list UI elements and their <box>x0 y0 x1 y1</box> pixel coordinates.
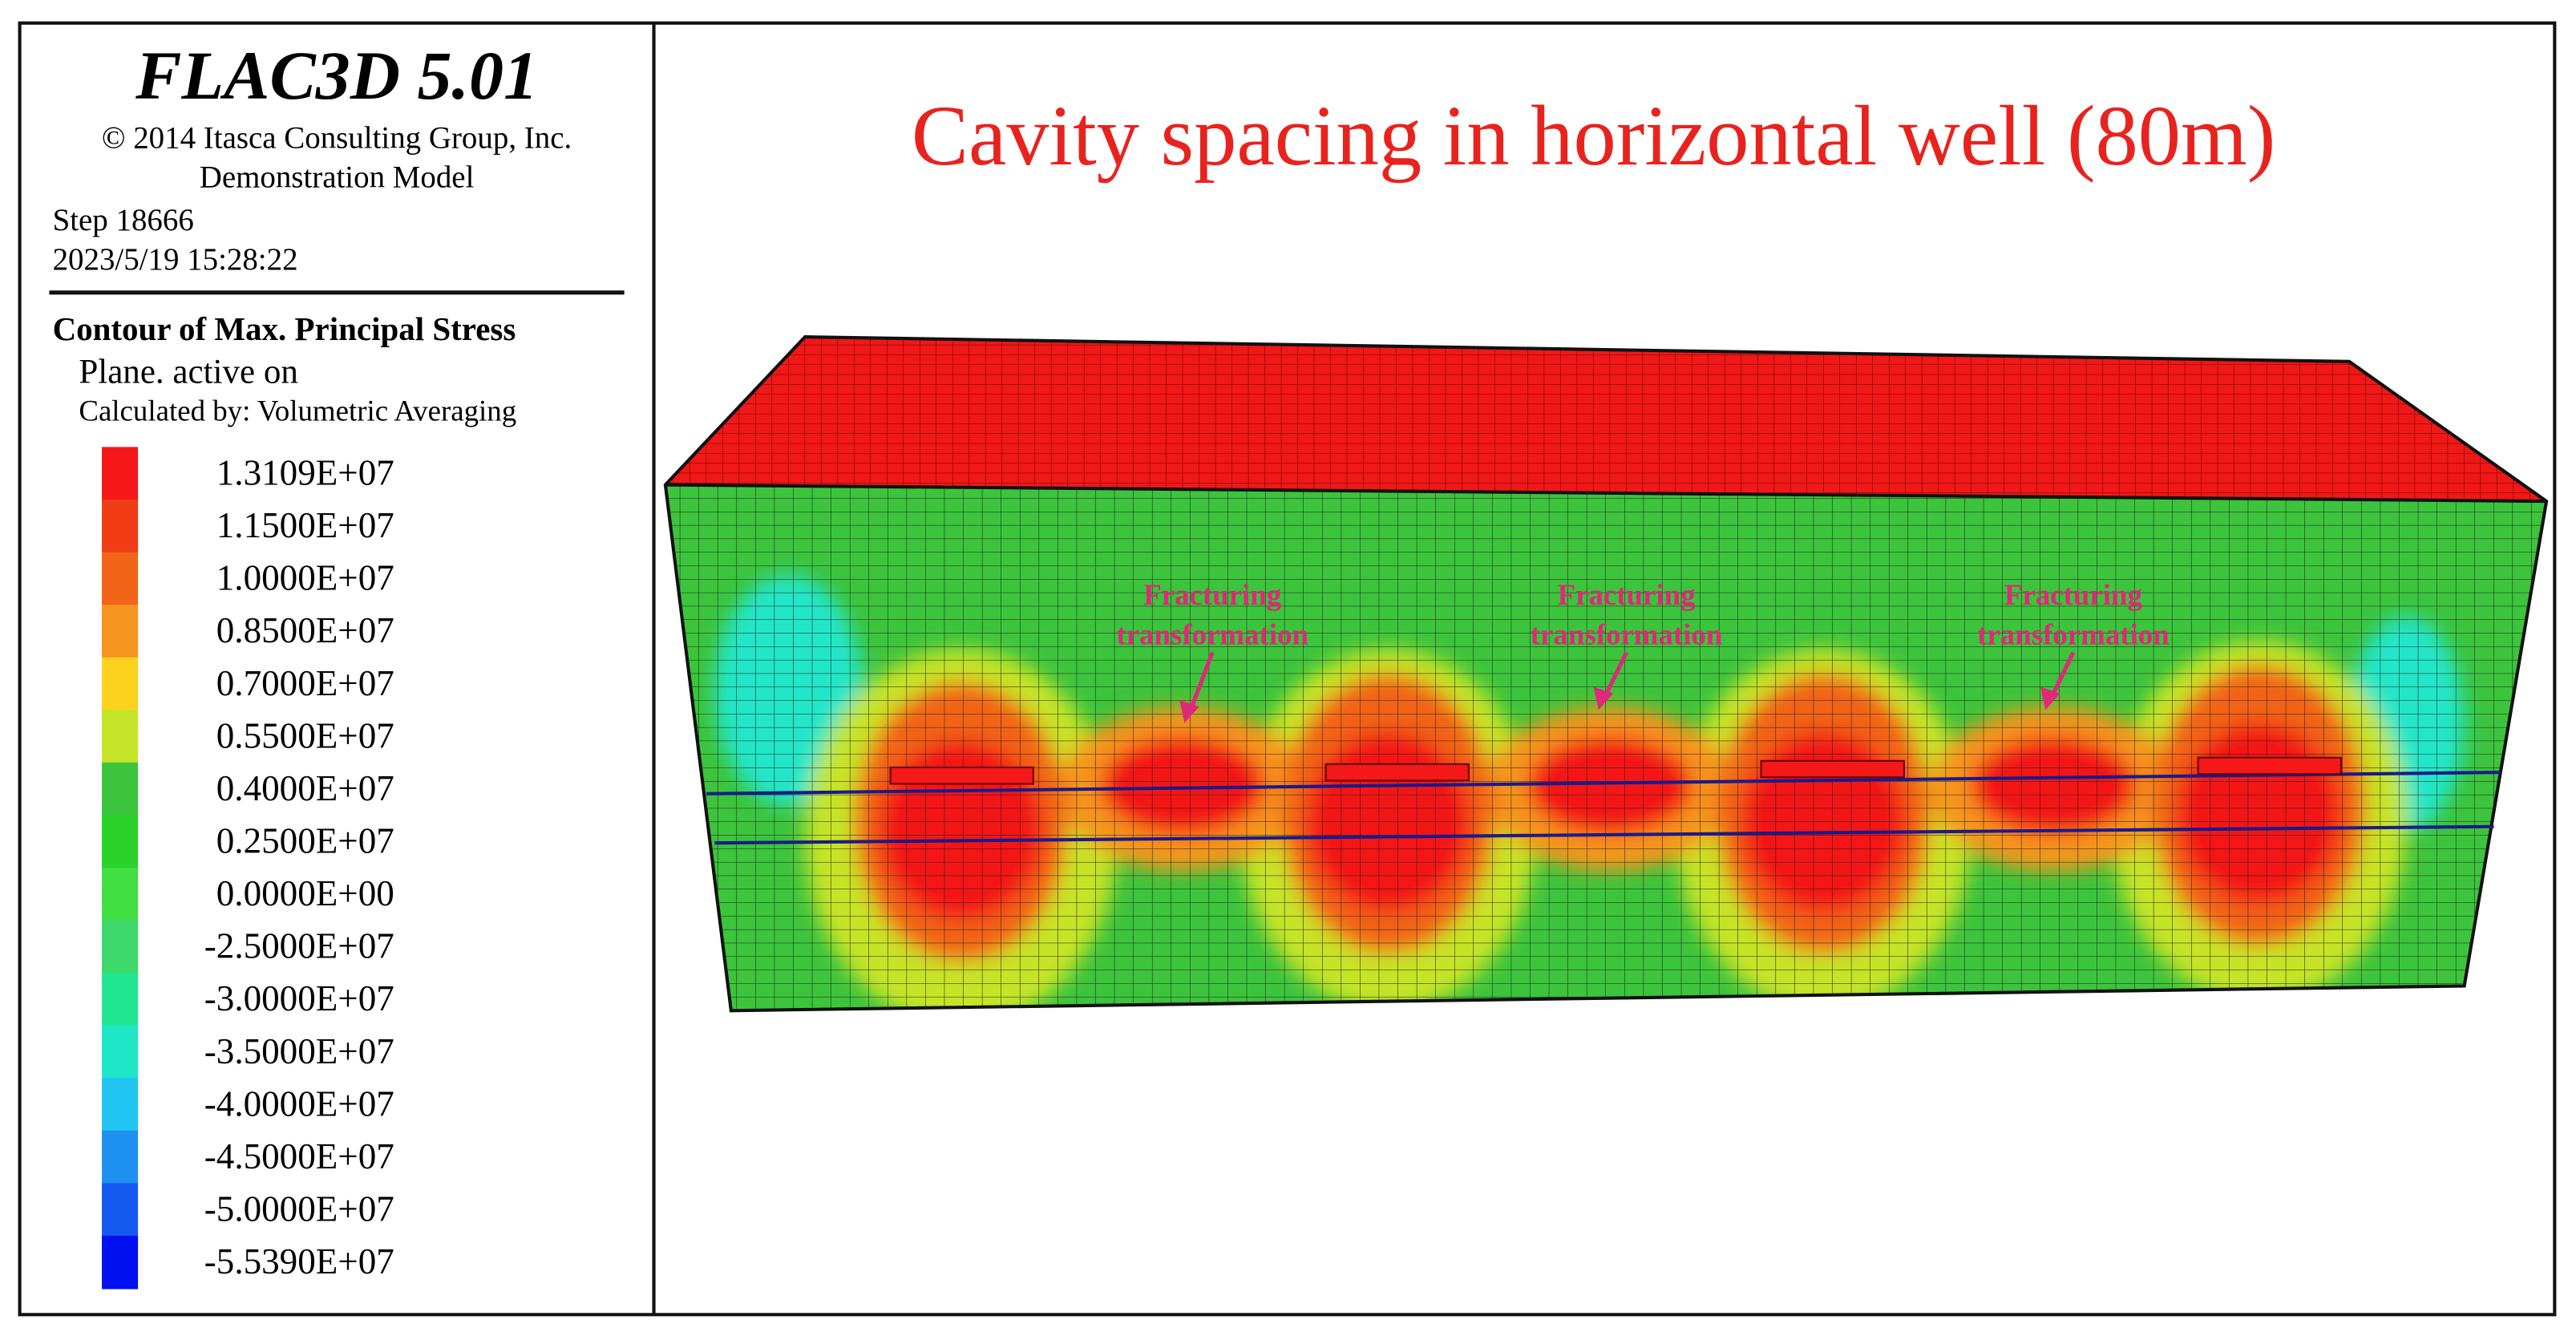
legend-swatch <box>102 447 139 500</box>
annotation-text: Fracturing <box>1143 578 1282 611</box>
legend-swatch <box>102 657 139 711</box>
contour-title: Contour of Max. Principal Stress <box>53 310 516 347</box>
top-mesh <box>665 337 2547 502</box>
annotation-text: transformation <box>1977 617 2170 650</box>
legend-label: 0.4000E+07 <box>216 768 394 808</box>
legend-label: 0.5500E+07 <box>216 715 394 755</box>
legend-label: 1.1500E+07 <box>216 505 394 545</box>
legend-label: 0.8500E+07 <box>216 610 394 650</box>
well-line <box>706 771 2501 796</box>
legend-swatch <box>102 499 139 553</box>
legend-swatch <box>102 1235 139 1289</box>
arrow-head <box>1593 686 1614 711</box>
legend-swatch <box>102 552 139 606</box>
copyright: © 2014 Itasca Consulting Group, Inc. <box>102 120 572 155</box>
annotation-text: Fracturing <box>1558 578 1696 611</box>
legend-label: -3.0000E+07 <box>204 978 394 1018</box>
legend-swatch <box>102 762 139 816</box>
annotation-arrow <box>1187 651 1215 715</box>
legend-label: 1.0000E+07 <box>216 558 394 598</box>
cavity <box>889 766 1034 785</box>
edge <box>665 483 2547 504</box>
legend-swatch <box>102 605 139 658</box>
legend-swatch <box>102 710 139 763</box>
annotations: Fracturing transformation Fracturing transf… <box>1116 578 2170 723</box>
annotation-text: transformation <box>1531 617 1723 650</box>
cavity <box>1760 759 1905 779</box>
annotation-text: Fracturing <box>2004 578 2143 611</box>
legend-label: -2.5000E+07 <box>204 926 394 966</box>
legend: 1.3109E+07 1.1500E+07 1.0000E+07 0.8500E+07… <box>102 447 394 1289</box>
front-mesh <box>665 484 2547 1011</box>
figure-title: Cavity spacing in horizontal well (80m) <box>912 89 2275 184</box>
legend-label: -4.5000E+07 <box>204 1136 394 1176</box>
legend-label: 1.3109E+07 <box>216 453 394 493</box>
legend-swatch <box>102 815 139 868</box>
model-view <box>663 335 2549 1013</box>
model: Demonstration Model <box>200 160 475 195</box>
legend-swatch <box>102 973 139 1026</box>
cavity <box>2197 756 2343 775</box>
cavity <box>1324 763 1470 782</box>
legend-label: -5.5390E+07 <box>204 1241 394 1281</box>
arrow-head <box>2040 686 2060 711</box>
legend-label: 0.2500E+07 <box>216 821 394 861</box>
app-title: FLAC3D 5.01 <box>135 37 538 114</box>
annotation-text: transformation <box>1116 617 1308 650</box>
legend-label: 0.0000E+00 <box>216 873 394 913</box>
date: 2023/5/19 15:28:22 <box>53 242 298 277</box>
legend-swatch <box>102 1130 139 1184</box>
step: Step 18666 <box>53 203 194 237</box>
well-line <box>714 824 2494 845</box>
legend-label: -5.0000E+07 <box>204 1189 394 1229</box>
legend-swatch <box>102 1025 139 1079</box>
legend-label: -4.0000E+07 <box>204 1083 394 1123</box>
contour-method: Calculated by: Volumetric Averaging <box>79 395 516 427</box>
legend-label: 0.7000E+07 <box>216 663 394 703</box>
legend-swatch <box>102 1183 139 1237</box>
legend-label: -3.5000E+07 <box>204 1031 394 1071</box>
legend-swatch <box>102 1078 139 1132</box>
legend-swatch <box>102 867 139 921</box>
legend-swatch <box>102 920 139 974</box>
arrow-head <box>1179 699 1199 723</box>
contour-plane: Plane. active on <box>79 353 298 391</box>
